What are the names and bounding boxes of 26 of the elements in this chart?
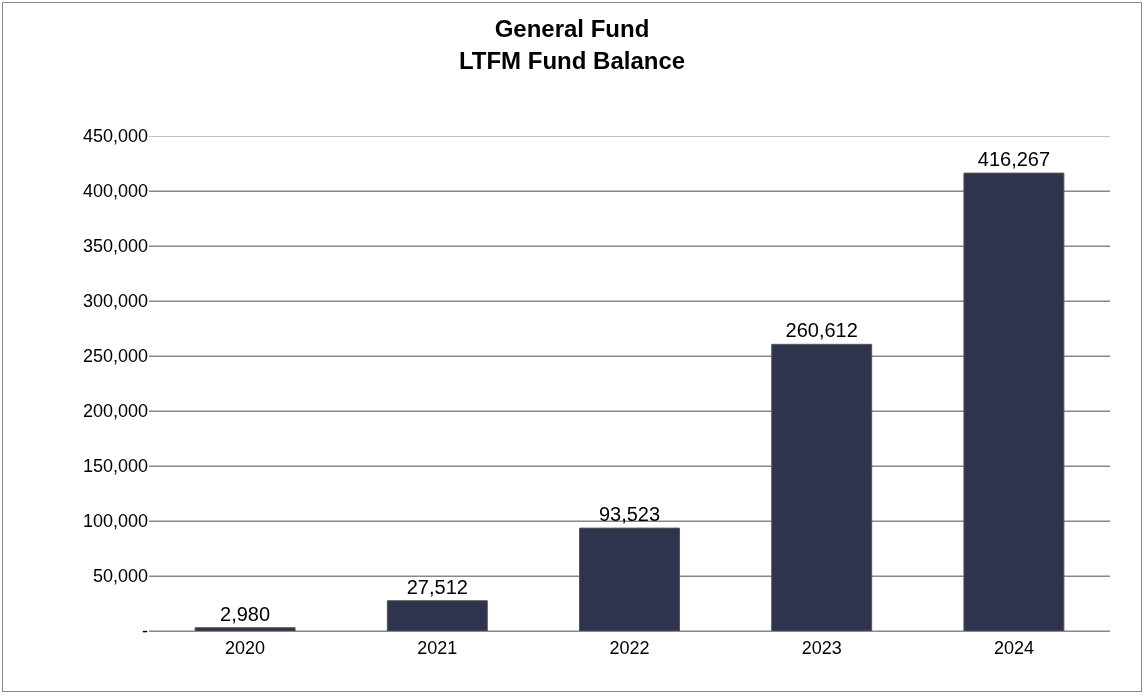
- x-tick-label: 2021: [417, 637, 458, 658]
- x-tick-label: 2023: [801, 637, 842, 658]
- chart-title: General Fund LTFM Fund Balance: [458, 15, 686, 74]
- y-tick-label: -: [142, 621, 148, 642]
- data-label: 93,523: [598, 503, 661, 526]
- bar: [194, 627, 296, 631]
- y-tick-label: 450,000: [82, 126, 148, 147]
- data-label: 2,980: [220, 602, 271, 625]
- data-label: 416,267: [977, 148, 1051, 171]
- bar: [963, 172, 1065, 631]
- y-tick-label: 50,000: [92, 566, 148, 587]
- bar: [579, 527, 680, 631]
- x-tick-label: 2020: [225, 637, 266, 658]
- y-tick-label: 200,000: [82, 401, 148, 422]
- y-tick-label: 100,000: [82, 511, 148, 532]
- y-tick-label: 150,000: [82, 456, 148, 477]
- y-tick-label: 400,000: [82, 181, 148, 202]
- data-label: 27,512: [406, 575, 468, 598]
- x-tick-label: 2022: [609, 637, 650, 658]
- y-tick-label: 350,000: [82, 236, 148, 257]
- data-label: 260,612: [785, 319, 858, 342]
- bar: [771, 343, 873, 631]
- y-tick-label: 250,000: [82, 346, 148, 367]
- bar: [386, 600, 488, 631]
- x-tick-label: 2024: [993, 637, 1034, 658]
- y-tick-label: 300,000: [82, 291, 148, 312]
